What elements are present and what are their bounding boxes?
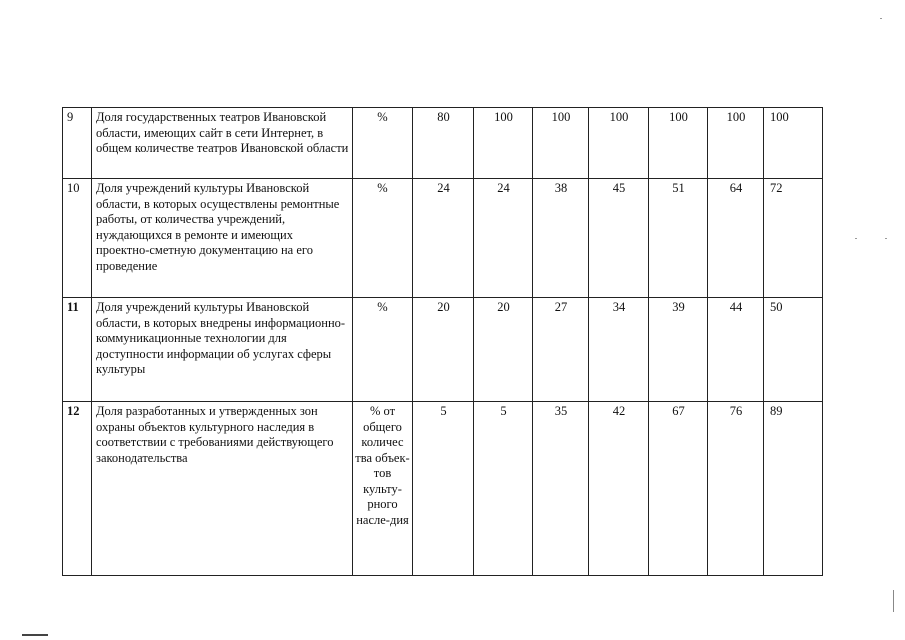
value-cell: 100 <box>532 107 589 179</box>
value-cell: 35 <box>532 401 589 576</box>
scan-speck <box>885 238 887 239</box>
unit: % <box>352 178 413 298</box>
indicator-name: Доля разработанных и утвержденных зон ох… <box>91 401 353 576</box>
value-cell: 89 <box>763 401 823 576</box>
scan-edge <box>893 590 894 612</box>
value-cell: 45 <box>588 178 649 298</box>
value-cell: 38 <box>532 178 589 298</box>
value-cell: 50 <box>763 297 823 402</box>
value-cell: 27 <box>532 297 589 402</box>
value-cell: 51 <box>648 178 708 298</box>
value-cell: 100 <box>588 107 649 179</box>
value-cell: 24 <box>412 178 474 298</box>
value-cell: 76 <box>707 401 764 576</box>
value-cell: 100 <box>707 107 764 179</box>
scan-mark <box>22 634 48 636</box>
indicator-name: Доля учреждений культуры Ивановской обла… <box>91 178 353 298</box>
value-cell: 100 <box>648 107 708 179</box>
table-row: 10 Доля учреждений культуры Ивановской об… <box>62 178 823 298</box>
unit: % <box>352 107 413 179</box>
value-cell: 44 <box>707 297 764 402</box>
row-number: 12 <box>62 401 92 576</box>
value-cell: 24 <box>473 178 533 298</box>
indicator-name: Доля государственных театров Ивановской … <box>91 107 353 179</box>
table-row: 9 Доля государственных театров Ивановской… <box>62 107 823 179</box>
row-number: 9 <box>62 107 92 179</box>
value-cell: 67 <box>648 401 708 576</box>
value-cell: 80 <box>412 107 474 179</box>
value-cell: 20 <box>412 297 474 402</box>
unit: % <box>352 297 413 402</box>
value-cell: 100 <box>763 107 823 179</box>
table-row: 11 Доля учреждений культуры Ивановской об… <box>62 297 823 402</box>
value-cell: 64 <box>707 178 764 298</box>
row-number: 10 <box>62 178 92 298</box>
value-cell: 20 <box>473 297 533 402</box>
value-cell: 100 <box>473 107 533 179</box>
table-row: 12 Доля разработанных и утвержденных зон … <box>62 401 823 576</box>
scan-speck <box>855 238 857 239</box>
scan-speck <box>880 18 882 19</box>
value-cell: 42 <box>588 401 649 576</box>
value-cell: 34 <box>588 297 649 402</box>
row-number: 11 <box>62 297 92 402</box>
value-cell: 5 <box>473 401 533 576</box>
indicator-name: Доля учреждений культуры Ивановской обла… <box>91 297 353 402</box>
unit: % от общего количес тва объек-тов культу… <box>352 401 413 576</box>
value-cell: 5 <box>412 401 474 576</box>
indicators-table: 9 Доля государственных театров Ивановской… <box>62 107 823 576</box>
value-cell: 72 <box>763 178 823 298</box>
value-cell: 39 <box>648 297 708 402</box>
